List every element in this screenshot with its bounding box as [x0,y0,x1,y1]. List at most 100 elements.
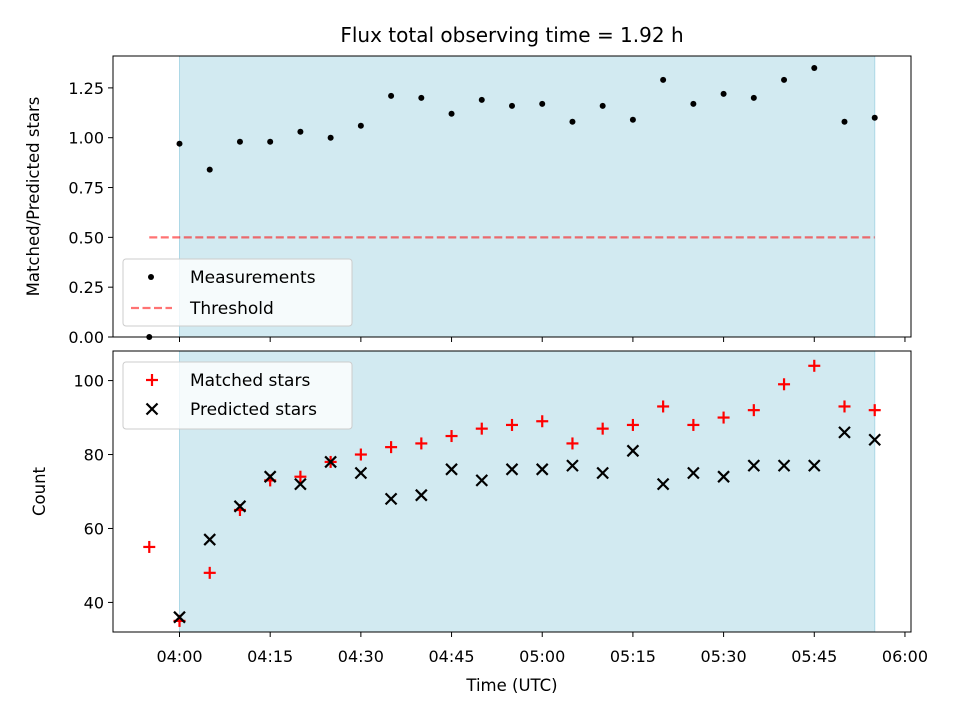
matched-star-point [475,422,488,435]
predicted-star-point [203,533,217,546]
x-axis-label: Time (UTC) [465,676,557,695]
measurement-point [690,100,697,107]
legend-measurements-marker [148,274,154,280]
predicted-star-point [838,426,851,439]
y-tick-label: 1.00 [68,129,104,148]
predicted-star-point [747,459,761,472]
y-tick-label: 1.25 [68,79,104,98]
y-tick-label: 0.25 [68,278,104,297]
measurement-points [146,64,878,340]
measurement-point [781,76,788,83]
measurement-point [509,102,515,109]
measurement-point [297,128,304,135]
measurement-point [448,110,455,117]
y-tick-label: 0.75 [68,179,104,198]
measurement-point [206,166,213,173]
measurement-point [418,94,425,101]
ratio-plot-frame [112,55,912,338]
predicted-star-point [626,444,640,458]
count-legend-box [122,361,353,430]
predicted-stars-points [173,426,882,624]
matched-star-point [536,415,549,428]
measurement-point [176,140,183,147]
measurement-point [841,118,848,125]
measurement-point [720,90,727,97]
x-axis-ticks: 04:00 04:15 04:30 04:45 05:00 05:15 05:30 05:45… [156,632,928,666]
measurement-point [660,76,667,83]
legend-threshold-label: Threshold [189,299,274,319]
predicted-star-point [324,455,337,469]
measurement-point [236,138,243,145]
count-legend: Matched stars Predicted stars [122,361,353,430]
measurement-point [569,118,576,125]
y-tick-label: 40 [84,593,104,612]
legend-x-glyph [145,402,159,416]
x-tick-label: 04:45 [428,647,474,666]
matched-star-point [354,448,367,461]
matched-star-point [596,422,609,435]
legend-measurements-label: Measurements [190,268,316,288]
predicted-star-point [566,459,579,472]
predicted-star-point [596,466,609,480]
y-tick-label: 0.50 [68,228,104,247]
legend-plus-glyph [146,374,158,386]
predicted-star-point [868,433,882,447]
ratio-y-ticks: 0.00 0.25 0.50 0.75 1.00 1.25 [68,79,113,347]
measurement-point [750,94,757,101]
matched-star-point [778,378,791,391]
y-tick-label: 100 [73,372,104,391]
measurement-point [599,102,606,109]
matched-star-point [415,437,428,450]
predicted-star-point [807,459,821,472]
legend-matched-label: Matched stars [190,371,310,391]
count-plot-frame [112,350,912,633]
measurement-point [871,114,878,121]
x-tick-label: 04:15 [247,647,293,666]
predicted-star-point [687,466,700,480]
matched-star-point [808,359,821,372]
x-tick-label: 05:45 [791,647,837,666]
measurement-point [539,100,546,107]
predicted-star-point [263,470,277,483]
x-tick-label: 04:00 [156,647,202,666]
ratio-panel: 0.00 0.25 0.50 0.75 1.00 1.25 Matched/Predict… [24,55,912,347]
measurement-point [327,134,334,141]
legend-matched-marker [146,374,158,386]
legend-predicted-label: Predicted stars [190,400,317,420]
predicted-star-point [717,470,730,483]
x-tick-label: 06:00 [882,647,928,666]
matched-star-point [385,441,398,454]
matched-star-point [626,418,639,431]
matched-star-point [506,418,518,431]
predicted-star-point [656,477,670,491]
predicted-star-point [354,466,368,480]
predicted-star-point [415,488,428,502]
predicted-star-point [173,610,186,624]
count-y-ticks: 40 60 80 100 [73,372,113,612]
y-tick-label: 80 [84,446,104,465]
measurement-point [478,96,485,103]
matched-star-point [717,411,730,424]
matched-star-point [294,470,307,483]
matched-star-point [445,430,458,443]
legend-predicted-marker [145,402,159,416]
matched-star-point [747,404,760,417]
ratio-y-axis-label: Matched/Predicted stars [24,97,43,297]
predicted-star-point [233,500,247,513]
predicted-star-point [384,492,398,506]
x-tick-label: 05:00 [519,647,565,666]
matched-star-point [566,437,579,450]
matched-star-point [143,540,156,553]
ratio-legend-box [122,258,353,327]
x-tick-label: 05:15 [610,647,656,666]
matched-star-point [203,566,216,579]
ratio-legend: Measurements Threshold [122,258,353,327]
y-tick-label: 60 [84,519,104,538]
predicted-star-point [777,459,791,472]
measurement-point [629,116,636,123]
measurement-point [267,138,274,145]
y-tick-label: 0.00 [68,328,104,347]
predicted-star-point [505,463,519,476]
matched-star-point [657,400,670,413]
